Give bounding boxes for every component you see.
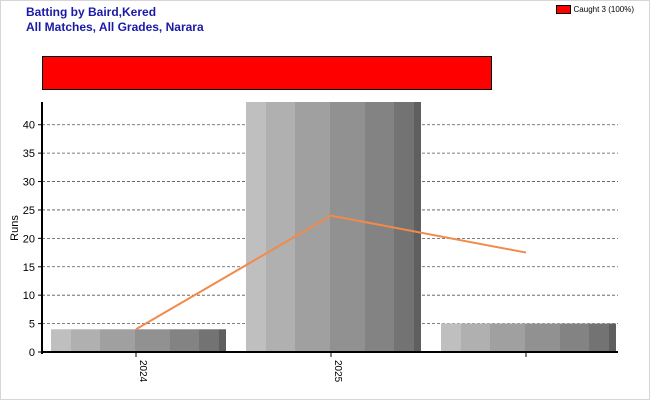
y-tick-label: 25 <box>23 205 35 217</box>
trend-line <box>135 214 527 331</box>
chart-subtitle: All Matches, All Grades, Narara <box>26 20 204 34</box>
bar <box>246 102 421 352</box>
dismissal-summary-bar <box>42 56 492 90</box>
legend-swatch-caught <box>555 5 571 14</box>
y-tick-label: 10 <box>23 290 35 302</box>
bar-stripe <box>266 102 295 352</box>
y-axis-title: Runs <box>9 215 21 241</box>
legend-label-caught: Caught 3 (100%) <box>573 5 634 14</box>
y-tick-label: 30 <box>23 177 35 189</box>
bar-stripe <box>441 323 461 352</box>
bar-stripe <box>589 323 609 352</box>
bar-stripe <box>219 329 226 352</box>
bar-stripe <box>246 102 266 352</box>
y-tick-label: 40 <box>23 120 35 132</box>
y-tick-label: 35 <box>23 148 35 160</box>
bar-stripe <box>71 329 100 352</box>
bar <box>441 323 616 352</box>
y-tick-label: 15 <box>23 262 35 274</box>
x-tick-label: 2024 <box>137 360 148 383</box>
bar-stripe <box>609 323 616 352</box>
bar-stripe <box>51 329 71 352</box>
bar-stripe <box>414 102 421 352</box>
bar-stripe <box>135 329 170 352</box>
bar-stripe <box>170 329 199 352</box>
bar-stripe <box>100 329 135 352</box>
y-tick-label: 0 <box>29 347 35 359</box>
bar-stripe <box>461 323 490 352</box>
bar-stripe <box>394 102 414 352</box>
bar-stripe <box>560 323 589 352</box>
x-tick-label: 2025 <box>332 360 343 383</box>
bar-stripe <box>330 102 365 352</box>
y-tick-label: 20 <box>23 233 35 245</box>
legend: Caught 3 (100%) <box>555 5 634 14</box>
bar <box>51 329 226 352</box>
bar-stripe <box>525 323 560 352</box>
chart-title: Batting by Baird,Kered <box>26 5 157 19</box>
bar-stripe <box>490 323 525 352</box>
y-tick-label: 5 <box>29 319 35 331</box>
bar-stripe <box>199 329 219 352</box>
